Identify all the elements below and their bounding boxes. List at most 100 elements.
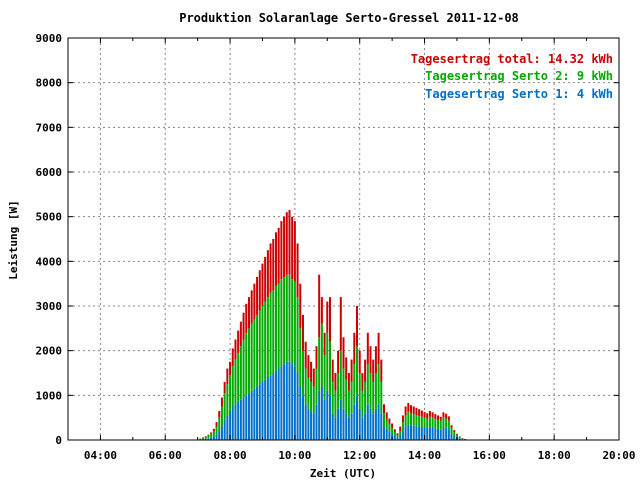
bar-segment-total — [377, 332, 380, 365]
bar-segment-total — [261, 263, 264, 306]
bar-segment-serto-2 — [342, 368, 345, 409]
bar-segment-serto-1 — [342, 408, 345, 440]
bar-segment-total — [337, 350, 340, 373]
bar-segment-total — [418, 409, 421, 416]
bar-segment-serto-2 — [223, 393, 226, 420]
bar-segment-serto-2 — [239, 346, 242, 400]
y-ticks: 0 1000 2000 3000 4000 5000 6000 7000 8000 9000 — [36, 32, 619, 447]
bar-segment-serto-1 — [410, 425, 413, 440]
bar-segment-total — [442, 412, 445, 418]
bar-segment-serto-1 — [442, 427, 445, 440]
bar-segment-total — [277, 227, 280, 284]
bar-segment-serto-2 — [404, 415, 407, 427]
bar-segment-serto-2 — [458, 436, 461, 439]
x-tick-label: 18:00 — [538, 449, 571, 462]
bar-segment-serto-2 — [234, 359, 237, 405]
bar-segment-serto-1 — [399, 435, 402, 440]
bar-segment-serto-1 — [307, 408, 310, 440]
y-tick-label: 1000 — [36, 389, 63, 402]
bar-segment-total — [361, 373, 364, 391]
bar-segment-total — [310, 361, 313, 382]
bars — [199, 209, 480, 441]
legend-total: Tagesertrag total: 14.32 kWh — [411, 52, 613, 66]
bar-segment-total — [426, 413, 429, 419]
bar-segment-total — [288, 209, 291, 275]
bar-segment-total — [320, 297, 323, 324]
x-axis-label: Zeit (UTC) — [310, 467, 376, 480]
bar-segment-total — [396, 433, 399, 436]
bar-segment-serto-2 — [418, 415, 421, 427]
bar-segment-serto-1 — [458, 438, 461, 440]
bar-segment-serto-1 — [261, 381, 264, 440]
bar-segment-serto-2 — [264, 301, 267, 380]
bar-segment-serto-1 — [312, 413, 315, 440]
bar-segment-total — [450, 425, 453, 428]
bar-segment-serto-2 — [415, 414, 418, 427]
bar-segment-total — [280, 221, 283, 280]
bar-segment-serto-2 — [299, 328, 302, 387]
bar-segment-total — [231, 348, 234, 367]
bar-segment-total — [312, 368, 315, 387]
bar-segment-total — [253, 283, 256, 320]
plot-frame — [67, 37, 620, 441]
bar-segment-serto-2 — [388, 423, 391, 432]
bar-segment-serto-1 — [280, 366, 283, 440]
bar-segment-serto-2 — [247, 328, 250, 394]
bar-segment-total — [299, 283, 302, 329]
bar-segment-serto-1 — [401, 431, 404, 440]
x-tick-label: 08:00 — [213, 449, 246, 462]
bar-segment-serto-2 — [380, 381, 383, 414]
bar-segment-serto-2 — [391, 427, 394, 434]
bar-segment-serto-2 — [447, 420, 450, 430]
bar-segment-serto-1 — [283, 364, 286, 440]
bar-segment-serto-1 — [239, 399, 242, 440]
bar-segment-serto-1 — [418, 426, 421, 440]
bar-segment-serto-1 — [310, 410, 313, 440]
bar-segment-serto-2 — [307, 377, 310, 409]
bar-segment-total — [412, 406, 415, 415]
bar-segment-serto-1 — [445, 427, 448, 440]
bar-segment-serto-2 — [345, 379, 348, 414]
bar-segment-serto-2 — [296, 297, 299, 373]
bar-segment-serto-1 — [285, 361, 288, 440]
bar-segment-serto-2 — [339, 350, 342, 400]
bar-segment-total — [431, 412, 434, 418]
bar-segment-total — [437, 415, 440, 420]
bar-segment-serto-2 — [361, 390, 364, 418]
bar-segment-serto-2 — [320, 323, 323, 387]
legend-serto-2: Tagesertrag Serto 2: 9 kWh — [425, 69, 613, 83]
bar-segment-serto-1 — [277, 368, 280, 440]
bar-segment-serto-2 — [353, 364, 356, 405]
bar-segment-serto-2 — [442, 417, 445, 428]
bar-segment-serto-1 — [207, 438, 210, 440]
bar-segment-serto-1 — [364, 413, 367, 440]
x-tick-label: 20:00 — [602, 449, 635, 462]
bar-segment-serto-2 — [364, 381, 367, 414]
bar-segment-serto-2 — [461, 438, 464, 440]
bar-segment-total — [274, 232, 277, 286]
bar-segment-serto-1 — [377, 404, 380, 440]
bar-segment-serto-2 — [372, 381, 375, 414]
bar-segment-total — [199, 438, 202, 440]
legend-serto-1: Tagesertrag Serto 1: 4 kWh — [425, 87, 613, 101]
bar-segment-serto-1 — [326, 390, 329, 440]
bar-segment-serto-2 — [283, 276, 286, 365]
bar-segment-serto-2 — [396, 435, 399, 438]
y-tick-label: 8000 — [36, 77, 63, 90]
y-tick-label: 7000 — [36, 121, 63, 134]
bar-segment-serto-2 — [323, 355, 326, 400]
bar-segment-serto-1 — [356, 395, 358, 440]
bar-segment-serto-1 — [428, 427, 431, 440]
bar-segment-total — [461, 438, 464, 439]
bar-segment-serto-1 — [218, 431, 221, 440]
bar-segment-total — [342, 337, 345, 369]
bar-segment-serto-2 — [450, 427, 453, 434]
bar-segment-serto-2 — [250, 323, 253, 391]
bar-segment-total — [212, 428, 215, 432]
bar-segment-serto-2 — [274, 285, 277, 371]
bar-segment-serto-2 — [393, 431, 396, 436]
bar-segment-serto-2 — [401, 422, 404, 432]
bar-segment-serto-1 — [329, 395, 331, 440]
bar-segment-serto-1 — [450, 433, 453, 440]
y-tick-label: 9000 — [36, 32, 63, 45]
